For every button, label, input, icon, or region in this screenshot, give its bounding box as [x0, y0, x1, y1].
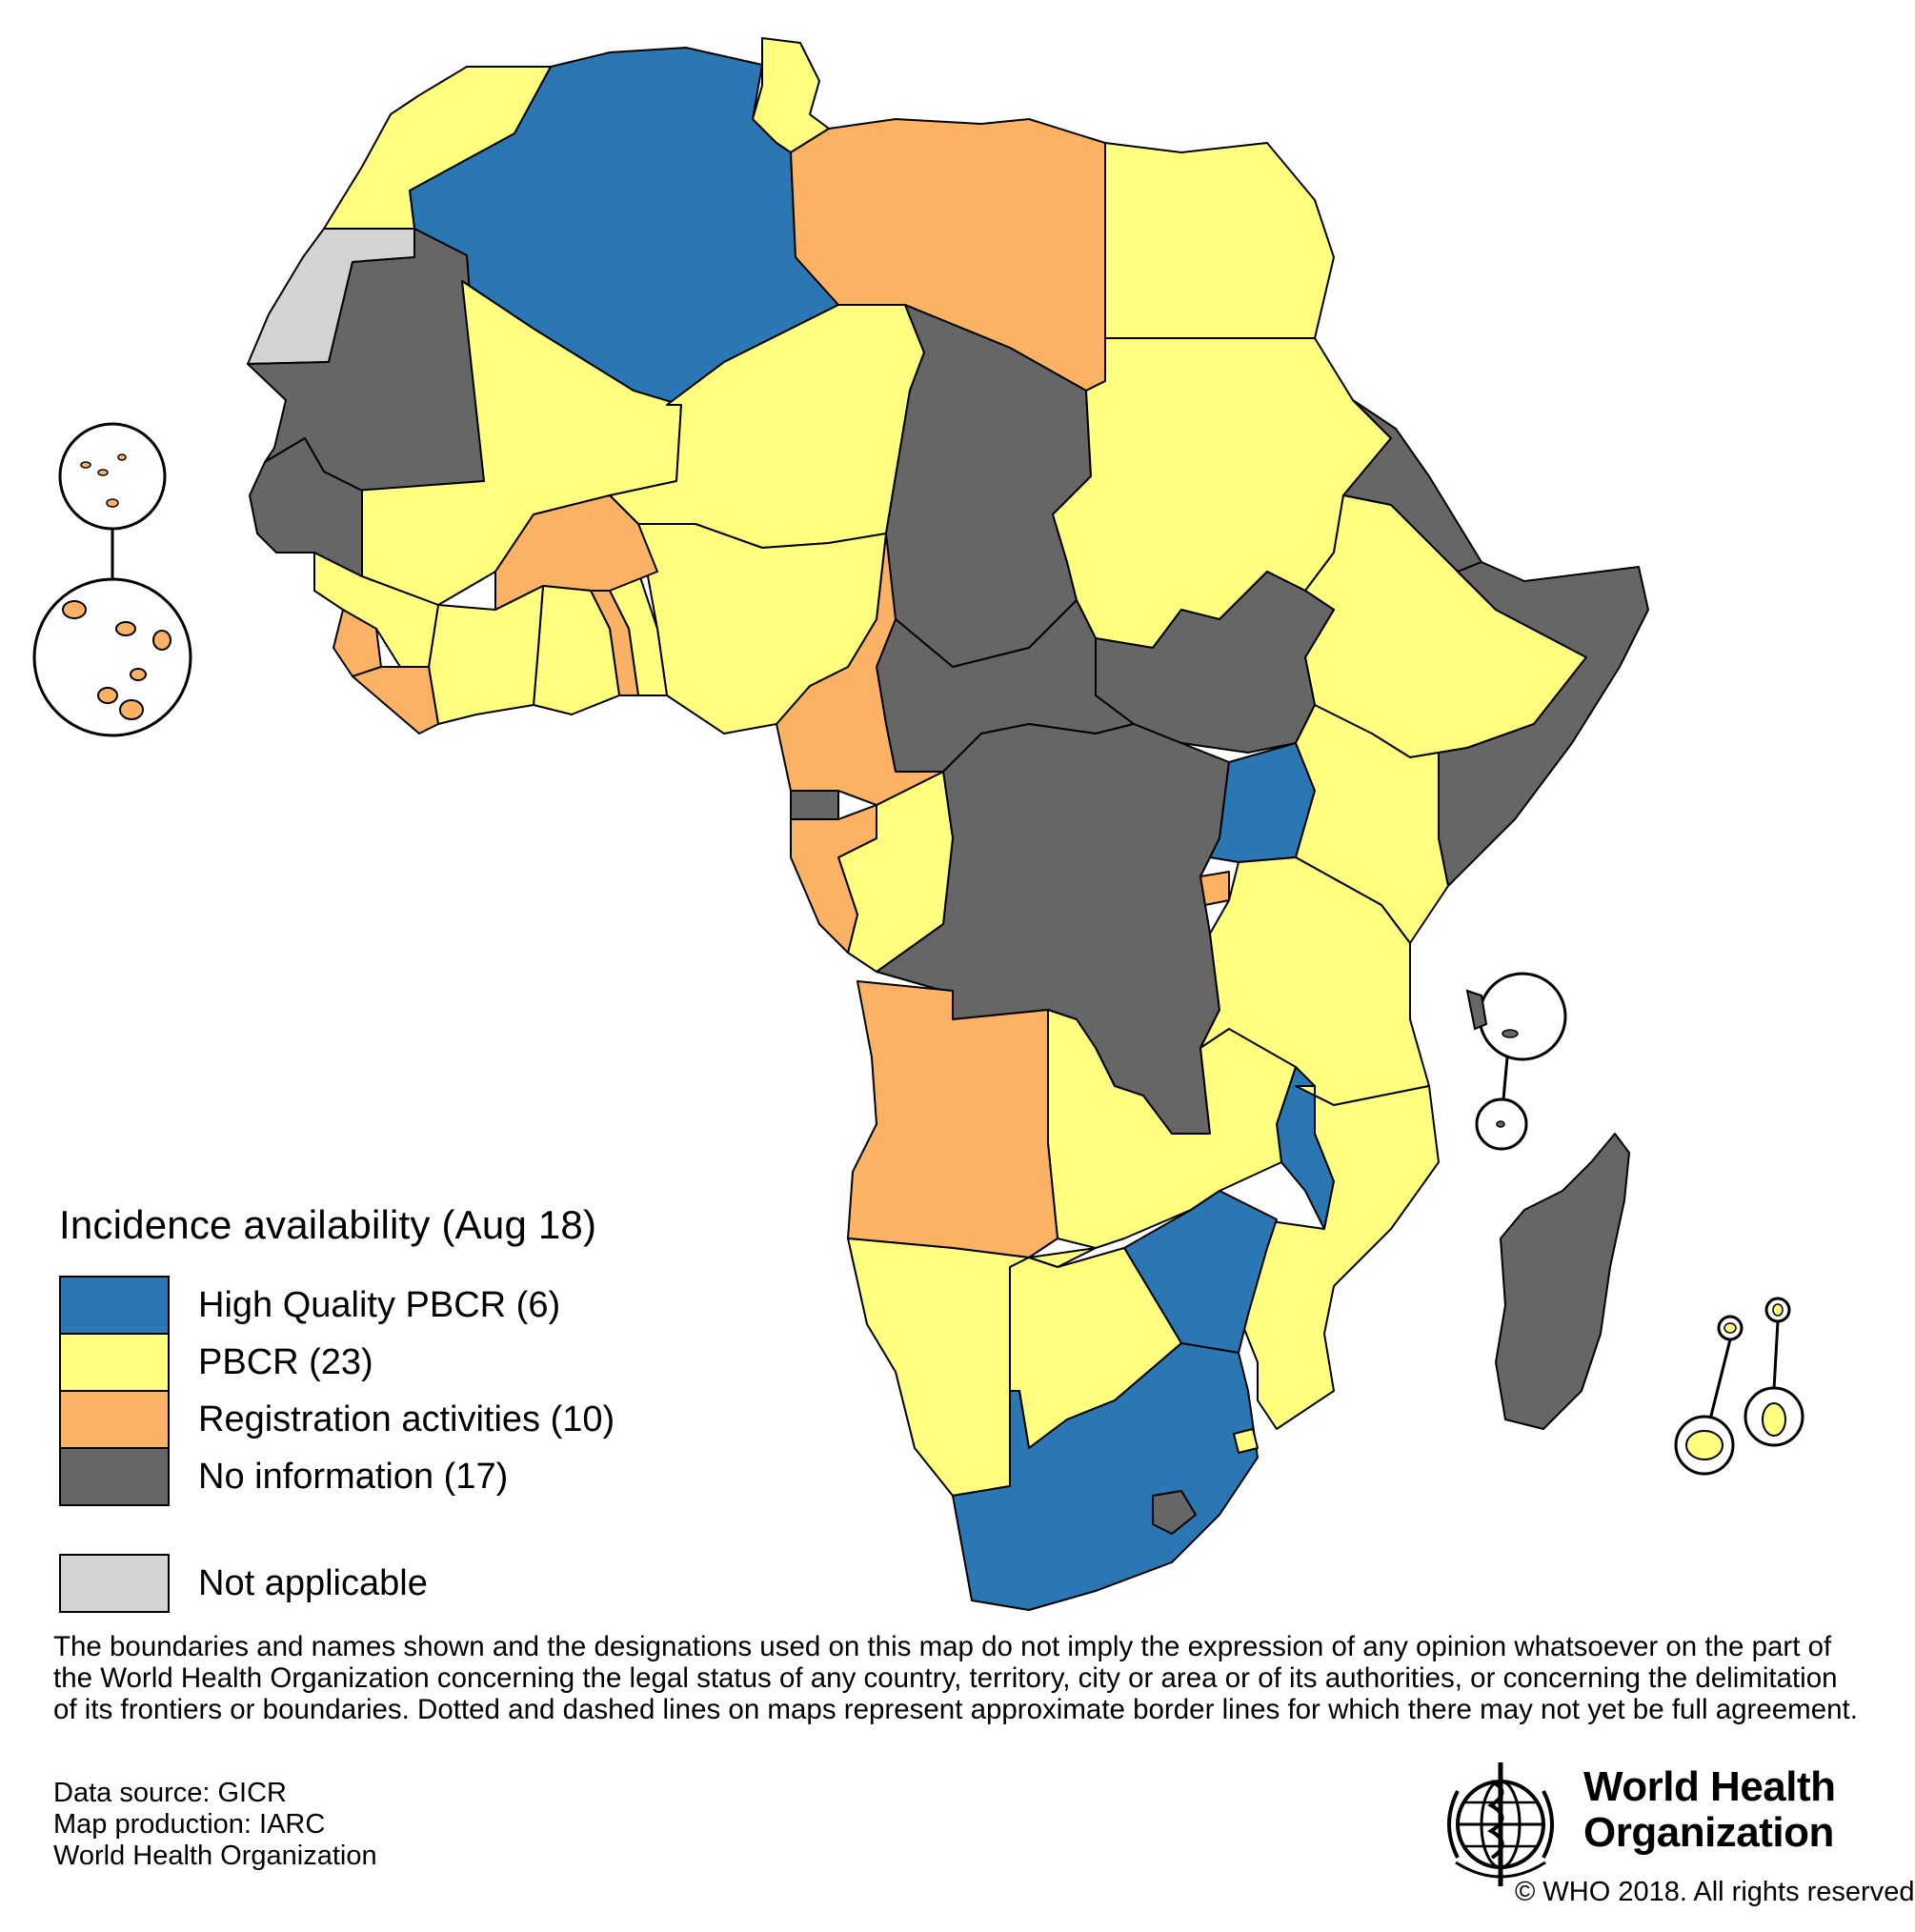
legend-item-registration: Registration activities (10) — [59, 1390, 615, 1449]
liberia-region — [352, 666, 439, 735]
mozambique-region — [1238, 1085, 1440, 1430]
map-legend: Incidence availability (Aug 18) High Qua… — [59, 1202, 615, 1613]
madagascar-region — [1495, 1133, 1630, 1430]
legend-swatch — [59, 1276, 170, 1335]
eswatini-region — [1233, 1428, 1259, 1454]
cote-divoire-region — [428, 585, 544, 725]
credits: Data source: GICR Map production: IARC W… — [53, 1778, 377, 1872]
gabon-region — [790, 804, 877, 954]
copyright: © WHO 2018. All rights reserved — [1515, 1877, 1915, 1907]
cabo-verde-inset — [32, 422, 192, 737]
legend-item-high-quality: High Quality PBCR (6) — [59, 1276, 615, 1335]
legend-item-pbcr: PBCR (23) — [59, 1333, 615, 1392]
legend-label: Registration activities (10) — [198, 1399, 615, 1439]
senegal-region — [249, 437, 363, 577]
legend-swatch — [59, 1554, 170, 1613]
who-wordmark-line1: World Health — [1583, 1763, 1836, 1810]
legend-item-no-information: No information (17) — [59, 1447, 615, 1506]
kenya-region — [1295, 704, 1449, 944]
legend-label: No information (17) — [198, 1456, 509, 1497]
angola-region — [847, 980, 1058, 1258]
equatorial-guinea-region — [790, 790, 839, 820]
who-wordmark: World Health Organization — [1583, 1764, 1836, 1856]
somalia-region — [1438, 561, 1649, 887]
egypt-region — [1104, 142, 1335, 339]
comoros-inset — [1465, 972, 1567, 1151]
south-africa-region — [952, 1342, 1259, 1611]
legend-swatch — [59, 1333, 170, 1392]
legend-label: Not applicable — [198, 1562, 428, 1603]
data-source: Data source: GICR — [53, 1778, 287, 1808]
legend-label: PBCR (23) — [198, 1341, 373, 1382]
legend-item-not-applicable: Not applicable — [59, 1554, 615, 1613]
who-wordmark-line2: Organization — [1583, 1809, 1834, 1856]
mascarene-inset — [1674, 1297, 1804, 1476]
who-emblem-icon — [1447, 1762, 1554, 1886]
rwanda-region — [1199, 871, 1230, 906]
legend-label: High Quality PBCR (6) — [198, 1284, 561, 1325]
credit-org: World Health Organization — [53, 1841, 377, 1871]
legend-swatch — [59, 1447, 170, 1506]
legend-title: Incidence availability (Aug 18) — [59, 1202, 597, 1247]
lesotho-region — [1152, 1490, 1197, 1535]
disclaimer-text: The boundaries and names shown and the d… — [53, 1631, 1858, 1725]
map-production: Map production: IARC — [53, 1809, 326, 1840]
legend-swatch — [59, 1390, 170, 1449]
